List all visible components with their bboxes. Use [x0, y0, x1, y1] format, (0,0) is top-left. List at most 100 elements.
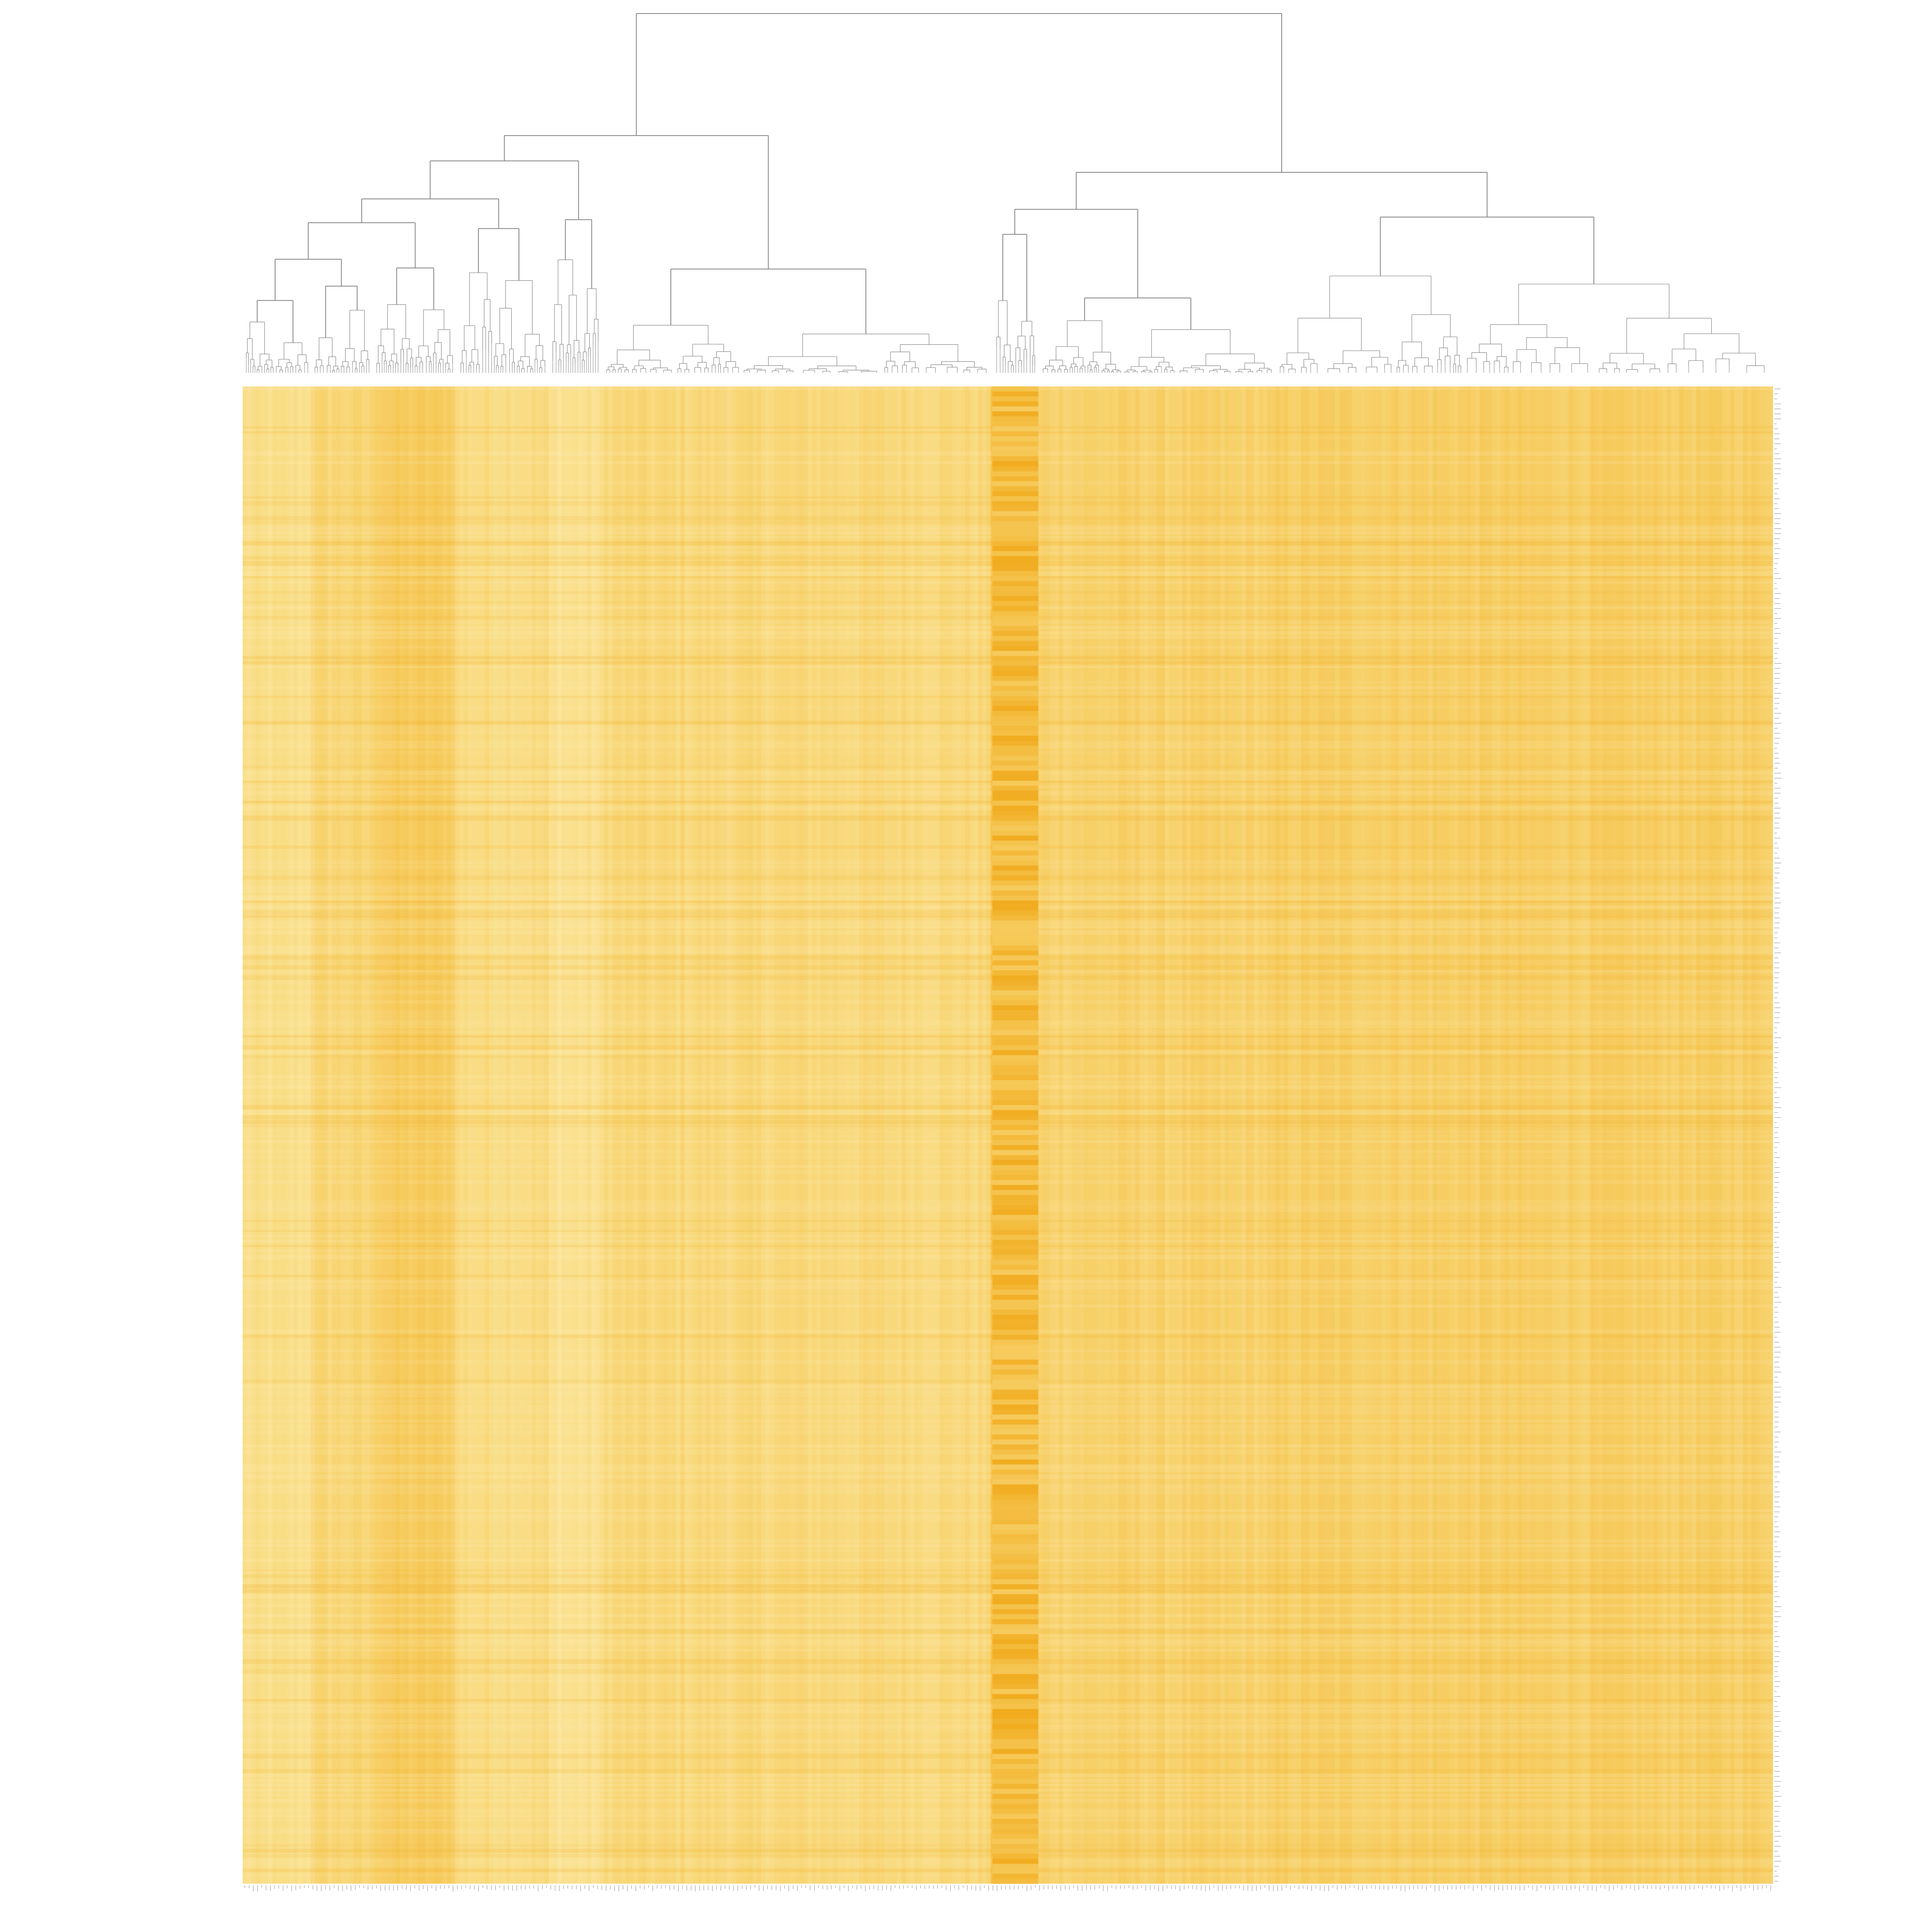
heatmap-column [859, 386, 864, 1884]
heatmap-column [591, 386, 596, 1884]
heatmap-cell [992, 731, 1039, 736]
heatmap-column [1156, 386, 1161, 1884]
heatmap-cell [992, 1080, 1039, 1085]
heatmap-cell [992, 656, 1039, 661]
heatmap-column [374, 386, 379, 1884]
heatmap-column [1378, 386, 1382, 1884]
heatmap-column [1675, 386, 1680, 1884]
heatmap-column [502, 386, 507, 1884]
heatmap-cell [992, 1330, 1039, 1335]
heatmap-cell [992, 1299, 1039, 1305]
heatmap-cell [992, 501, 1039, 507]
heatmap-column [1446, 386, 1450, 1884]
heatmap-column [1684, 386, 1688, 1884]
heatmap-column [816, 386, 821, 1884]
heatmap-cell [992, 1065, 1039, 1071]
heatmap-column [974, 386, 978, 1884]
heatmap-column [400, 386, 405, 1884]
heatmap-cell [992, 1140, 1039, 1145]
heatmap-column [1361, 386, 1365, 1884]
heatmap-cell [992, 975, 1039, 981]
heatmap-column [1271, 386, 1276, 1884]
heatmap-column [625, 386, 630, 1884]
heatmap-column [697, 386, 702, 1884]
heatmap-column [1735, 386, 1739, 1884]
heatmap-column [1454, 386, 1459, 1884]
heatmap-cell [992, 1789, 1039, 1794]
heatmap-column [1097, 386, 1102, 1884]
heatmap-cell [992, 1090, 1039, 1095]
heatmap-column [1535, 386, 1539, 1884]
heatmap-column [1305, 386, 1310, 1884]
heatmap-column [264, 386, 269, 1884]
heatmap-cell [992, 411, 1039, 417]
heatmap-cell [992, 1849, 1039, 1854]
heatmap-cell [992, 481, 1039, 486]
heatmap-column [1212, 386, 1216, 1884]
heatmap-cell [992, 1684, 1039, 1689]
heatmap-column [323, 386, 328, 1884]
heatmap-column [961, 386, 966, 1884]
heatmap-column [1582, 386, 1586, 1884]
heatmap-column [413, 386, 417, 1884]
heatmap-column [1220, 386, 1225, 1884]
heatmap-cell [992, 1190, 1039, 1195]
heatmap-column [1437, 386, 1442, 1884]
heatmap-cell [992, 1644, 1039, 1650]
heatmap-column [481, 386, 485, 1884]
heatmap-column [795, 386, 800, 1884]
heatmap-column [366, 386, 371, 1884]
heatmap-column [1654, 386, 1658, 1884]
heatmap-column [1450, 386, 1454, 1884]
heatmap-cell [992, 1769, 1039, 1774]
heatmap-column [485, 386, 490, 1884]
heatmap-cell [992, 1624, 1039, 1629]
heatmap-column [1356, 386, 1361, 1884]
heatmap-column [1284, 386, 1289, 1884]
heatmap-cell [992, 1389, 1039, 1395]
heatmap-column [447, 386, 451, 1884]
heatmap-cell [992, 636, 1039, 641]
heatmap-column [1144, 386, 1148, 1884]
heatmap-column [1679, 386, 1684, 1884]
heatmap-column [294, 386, 298, 1884]
heatmap-column [740, 386, 745, 1884]
heatmap-column [1590, 386, 1595, 1884]
heatmap-cell [992, 1130, 1039, 1135]
heatmap-column [1208, 386, 1212, 1884]
heatmap-column [668, 386, 672, 1884]
heatmap-column [778, 386, 783, 1884]
heatmap-column [748, 386, 753, 1884]
heatmap-cell [992, 850, 1039, 856]
heatmap-column [489, 386, 494, 1884]
heatmap-cell [992, 461, 1039, 467]
heatmap-cell [992, 1260, 1039, 1265]
heatmap-cell [992, 1619, 1039, 1624]
heatmap-column [1718, 386, 1722, 1884]
heatmap-column [1186, 386, 1191, 1884]
heatmap-cell [992, 1035, 1039, 1041]
heatmap-cell [992, 1504, 1039, 1510]
heatmap-cell [992, 406, 1039, 412]
heatmap-column [1594, 386, 1599, 1884]
heatmap-cell [992, 940, 1039, 946]
heatmap-column [1229, 386, 1233, 1884]
heatmap-cell [992, 536, 1039, 541]
heatmap-cell [992, 436, 1039, 442]
heatmap-column [1556, 386, 1561, 1884]
heatmap-cell [992, 791, 1039, 796]
heatmap-cell [992, 1285, 1039, 1290]
heatmap-column [1059, 386, 1063, 1884]
heatmap-column [1114, 386, 1119, 1884]
heatmap-column [642, 386, 647, 1884]
heatmap-cell [992, 521, 1039, 527]
heatmap-column [353, 386, 358, 1884]
heatmap-cell [992, 786, 1039, 791]
heatmap-column [727, 386, 732, 1884]
heatmap-cell [992, 1649, 1039, 1655]
heatmap-column [1327, 386, 1331, 1884]
heatmap-column [944, 386, 949, 1884]
heatmap-cell [992, 1414, 1039, 1420]
heatmap-column [1747, 386, 1752, 1884]
